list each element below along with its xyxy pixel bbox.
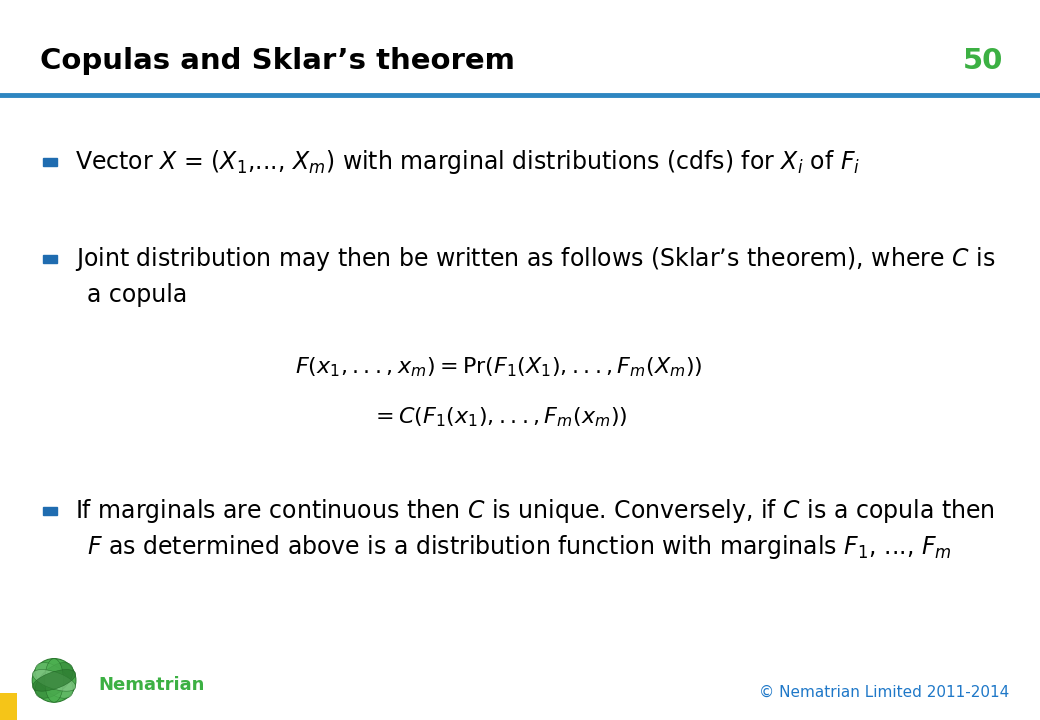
- Text: Copulas and Sklar’s theorem: Copulas and Sklar’s theorem: [40, 47, 515, 75]
- Text: If marginals are continuous then $C$ is unique. Conversely, if $C$ is a copula t: If marginals are continuous then $C$ is …: [75, 498, 994, 525]
- Text: Nematrian: Nematrian: [99, 677, 205, 694]
- Text: 50: 50: [963, 47, 1004, 75]
- Ellipse shape: [32, 659, 76, 702]
- Bar: [44, 158, 56, 166]
- Bar: [44, 255, 56, 264]
- Ellipse shape: [32, 670, 76, 691]
- Text: Vector $X$ = ($X_1$,..., $X_m$) with marginal distributions (cdfs) for $X_i$ of : Vector $X$ = ($X_1$,..., $X_m$) with mar…: [75, 148, 860, 176]
- Ellipse shape: [35, 662, 73, 698]
- Text: $F\left(x_1,...,x_m\right)=\mathrm{Pr}\left(F_1\left(X_1\right),...,F_m\left(X_m: $F\left(x_1,...,x_m\right)=\mathrm{Pr}\l…: [295, 356, 703, 379]
- Bar: [44, 507, 56, 516]
- Ellipse shape: [35, 662, 73, 698]
- Text: © Nematrian Limited 2011-2014: © Nematrian Limited 2011-2014: [758, 685, 1009, 700]
- Ellipse shape: [32, 670, 76, 691]
- Text: a copula: a copula: [87, 283, 187, 307]
- Bar: [0, 693, 17, 720]
- Text: Joint distribution may then be written as follows (Sklar’s theorem), where $C$ i: Joint distribution may then be written a…: [75, 246, 995, 273]
- Text: $=C\left(F_1\left(x_1\right),...,F_m\left(x_m\right)\right)$: $=C\left(F_1\left(x_1\right),...,F_m\lef…: [371, 406, 627, 429]
- Ellipse shape: [45, 659, 63, 702]
- Text: $F$ as determined above is a distribution function with marginals $F_1$, ..., $F: $F$ as determined above is a distributio…: [87, 534, 952, 561]
